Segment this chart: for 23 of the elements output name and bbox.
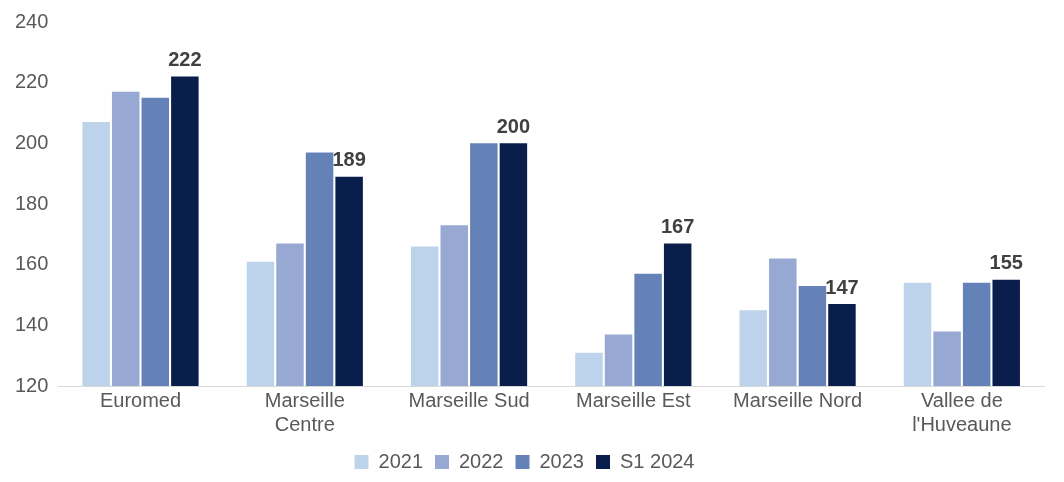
data-label: 222 xyxy=(168,48,202,71)
data-label: 147 xyxy=(825,275,859,298)
legend-label: S1 2024 xyxy=(619,449,695,472)
x-tick-label: Vallee de l'Huveaune xyxy=(912,388,1012,435)
x-tick-label: Marseille Sud xyxy=(408,388,530,411)
legend-label: 2022 xyxy=(459,449,504,472)
y-tick-label: 240 xyxy=(14,9,49,32)
y-tick-label: 220 xyxy=(14,70,49,93)
data-label: 155 xyxy=(989,251,1023,274)
data-label: 189 xyxy=(332,148,366,171)
data-label: 167 xyxy=(660,214,695,237)
x-tick-label: Euromed xyxy=(99,388,182,411)
x-tick-label: Marseille Centre xyxy=(264,388,345,435)
legend-label: 2023 xyxy=(539,449,584,472)
x-tick-label: Marseille Est xyxy=(576,388,691,411)
x-tick-label: Marseille Nord xyxy=(733,388,863,411)
y-tick-label: 200 xyxy=(14,130,49,153)
legend-label: 2021 xyxy=(378,449,424,472)
y-tick-label: 180 xyxy=(14,191,49,214)
y-tick-label: 140 xyxy=(14,312,49,335)
data-label: 200 xyxy=(496,114,531,137)
y-tick-label: 120 xyxy=(14,373,49,396)
y-tick-label: 160 xyxy=(14,252,49,275)
